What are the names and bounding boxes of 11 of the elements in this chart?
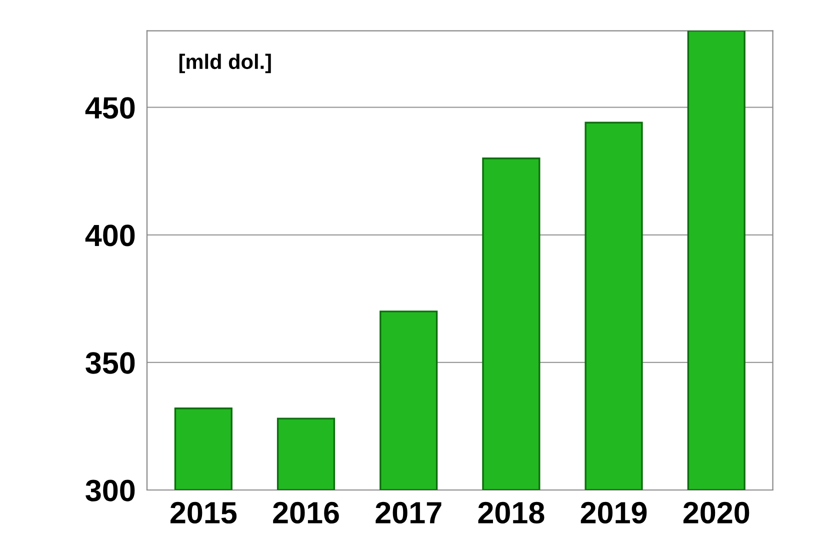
x-tick-label: 2019 <box>580 502 647 524</box>
x-tick-label: 2020 <box>683 502 750 524</box>
y-tick-label: 450 <box>85 97 135 119</box>
annotation: [mld dol.] <box>179 54 271 74</box>
y-tick-label: 400 <box>85 224 135 246</box>
x-tick-label: 2018 <box>478 502 544 524</box>
x-tick-label: 2016 <box>273 502 339 524</box>
x-tick-label: 2017 <box>376 502 442 524</box>
x-tick-label: 2015 <box>170 502 237 524</box>
y-tick-label: 350 <box>86 352 135 374</box>
y-tick-label: 300 <box>86 480 135 502</box>
